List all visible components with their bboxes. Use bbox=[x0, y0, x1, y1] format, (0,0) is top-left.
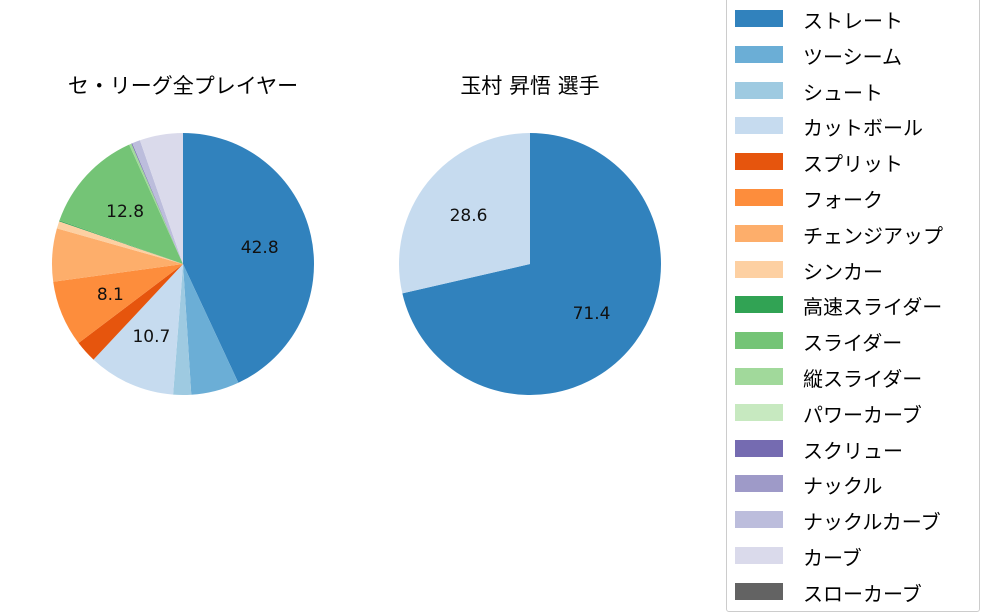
legend-label: シンカー bbox=[803, 259, 883, 284]
legend-swatch bbox=[735, 81, 783, 99]
slice-percent-label: 12.8 bbox=[106, 202, 144, 222]
legend-item: 高速スライダー bbox=[727, 286, 977, 322]
legend: ストレートツーシームシュートカットボール スプリットフォークチェンジアップ シンカー… bbox=[726, 0, 980, 612]
pie-slice bbox=[56, 221, 183, 264]
pie-slice bbox=[139, 133, 183, 264]
legend-label: シュート bbox=[803, 80, 883, 105]
pie-slice bbox=[78, 264, 183, 360]
league-pie-chart: 42.8 10.7 8.1 12.8 bbox=[52, 133, 315, 395]
pie-slice bbox=[93, 264, 183, 395]
slice-percent-label: 10.7 bbox=[132, 327, 170, 347]
legend-item: フォーク bbox=[727, 179, 977, 215]
legend-item: カーブ bbox=[727, 537, 977, 573]
legend-item: パワーカーブ bbox=[727, 394, 977, 430]
legend-item: ナックルカーブ bbox=[727, 501, 977, 537]
legend-swatch bbox=[735, 296, 783, 314]
pie-slice bbox=[131, 143, 183, 264]
legend-item: スライダー bbox=[727, 322, 977, 358]
legend-swatch bbox=[735, 368, 783, 385]
legend-label: ナックル bbox=[803, 474, 883, 499]
slice-percent-label: 42.8 bbox=[241, 238, 279, 258]
legend-item: 縦スライダー bbox=[727, 358, 977, 394]
legend-label: 高速スライダー bbox=[803, 295, 943, 320]
pie-slice bbox=[173, 264, 192, 395]
legend-item: シンカー bbox=[727, 251, 977, 287]
pie-slice bbox=[183, 133, 315, 383]
legend-item: チェンジアップ bbox=[727, 215, 977, 251]
legend-item: スプリット bbox=[727, 143, 977, 179]
legend-swatch bbox=[735, 45, 783, 63]
legend-label: スライダー bbox=[803, 331, 903, 356]
legend-item: ストレート bbox=[727, 0, 977, 36]
legend-item: ツーシーム bbox=[727, 36, 977, 72]
slice-percent-label: 8.1 bbox=[97, 285, 124, 305]
legend-label: パワーカーブ bbox=[803, 402, 922, 427]
legend-label: スプリット bbox=[803, 152, 903, 177]
pie-slice bbox=[183, 264, 239, 395]
legend-label: ストレート bbox=[803, 9, 903, 33]
legend-swatch bbox=[735, 224, 783, 242]
slice-percent-label: 28.6 bbox=[450, 206, 488, 226]
legend-swatch bbox=[735, 582, 783, 600]
legend-label: チェンジアップ bbox=[803, 223, 943, 248]
pie-charts: 42.8 10.7 8.1 12.8 71.4 28.6 bbox=[52, 133, 661, 395]
legend-swatch bbox=[735, 475, 783, 493]
pie-slice bbox=[52, 228, 183, 282]
pie-slice bbox=[402, 133, 661, 395]
legend-label: カーブ bbox=[803, 546, 862, 570]
legend-swatch bbox=[735, 547, 783, 564]
pie-slice bbox=[53, 264, 183, 344]
legend-item: カットボール bbox=[727, 107, 977, 143]
legend-label: スローカーブ bbox=[803, 581, 922, 606]
legend-label: ナックルカーブ bbox=[803, 510, 941, 535]
legend-swatch bbox=[735, 153, 783, 171]
legend-item: ナックル bbox=[727, 465, 977, 501]
legend-label: ツーシーム bbox=[803, 44, 902, 69]
legend-swatch bbox=[735, 189, 783, 206]
legend-item: スローカーブ bbox=[727, 573, 977, 609]
pie-slice bbox=[129, 143, 183, 264]
pie-slice bbox=[59, 144, 183, 264]
legend-label: カットボール bbox=[803, 116, 923, 141]
legend-item: シュート bbox=[727, 72, 977, 108]
left-chart-title: セ・リーグ全プレイヤー bbox=[67, 74, 299, 98]
legend-label: フォーク bbox=[803, 188, 883, 212]
right-chart-title: 玉村 昇悟 選手 bbox=[460, 74, 600, 98]
legend-swatch bbox=[735, 260, 783, 278]
legend-swatch bbox=[735, 511, 783, 529]
legend-swatch bbox=[735, 403, 783, 421]
pie-slice bbox=[132, 140, 183, 264]
pie-slice bbox=[398, 133, 530, 294]
legend-swatch bbox=[735, 117, 783, 135]
legend-swatch bbox=[735, 332, 783, 350]
legend-swatch bbox=[735, 439, 783, 457]
pie-slice bbox=[59, 220, 184, 264]
legend-label: 縦スライダー bbox=[803, 367, 923, 391]
player-pie-chart: 71.4 28.6 bbox=[398, 133, 661, 395]
slice-percent-label: 71.4 bbox=[573, 304, 611, 324]
legend-label: スクリュー bbox=[803, 438, 903, 463]
legend-swatch bbox=[735, 10, 783, 27]
legend-item: スクリュー bbox=[727, 430, 977, 466]
